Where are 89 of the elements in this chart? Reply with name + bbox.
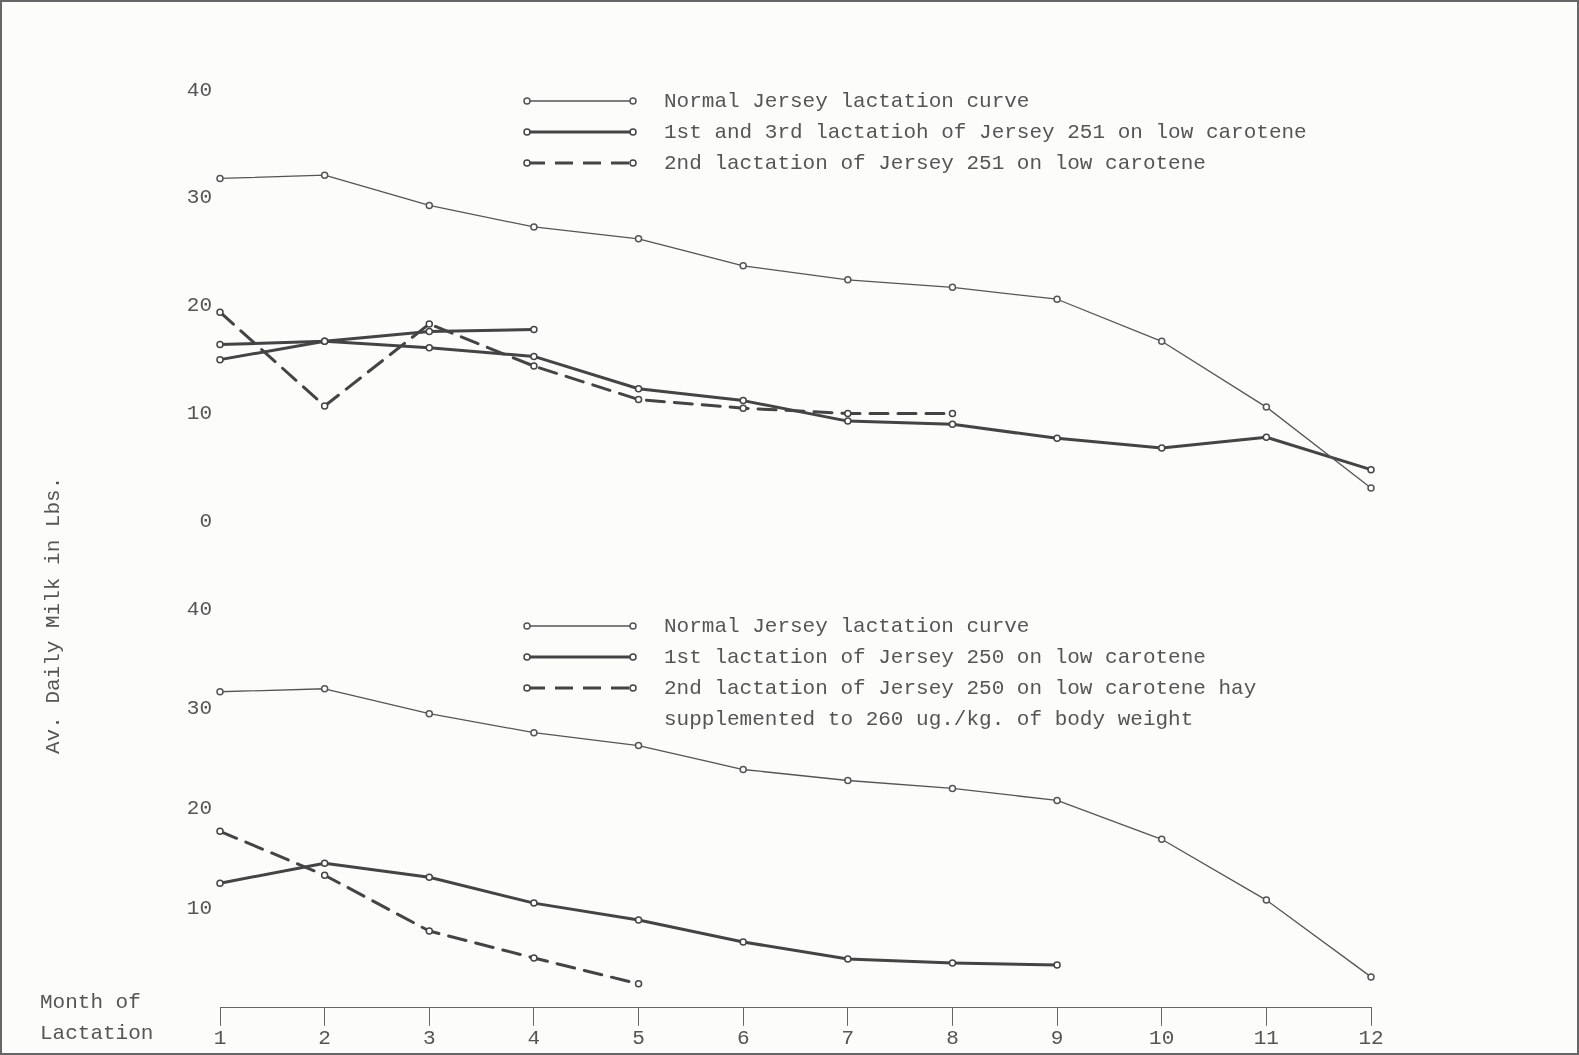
point — [1053, 796, 1061, 805]
x-axis-title: Month of Lactation — [40, 990, 155, 1047]
point — [1367, 484, 1375, 492]
point — [948, 784, 957, 793]
x-tick-label: 6 — [736, 1026, 750, 1050]
point — [216, 174, 224, 183]
point — [948, 283, 957, 292]
point — [530, 325, 538, 334]
point — [320, 859, 329, 867]
legend-label: 2nd lactation of Jersey 250 on low carotene hay supplemented to 260 ug./kg. of body weight — [664, 676, 1258, 733]
y-tick-label: 30 — [186, 186, 212, 210]
point — [1053, 434, 1061, 443]
x-tick-label: 11 — [1253, 1026, 1279, 1050]
point — [634, 395, 643, 404]
point — [1157, 444, 1166, 452]
y-tick-label: 40 — [186, 78, 212, 102]
point — [1262, 403, 1271, 411]
point — [530, 223, 538, 231]
x-tick-label: 10 — [1149, 1026, 1175, 1050]
point — [1157, 835, 1166, 844]
y-tick-label: 20 — [186, 294, 212, 318]
point — [739, 404, 747, 412]
point — [739, 396, 747, 405]
point — [948, 959, 957, 967]
point — [425, 927, 434, 935]
point — [216, 827, 224, 836]
legend-label: Normal Jersey lactation curve — [664, 614, 1030, 640]
point — [320, 402, 329, 410]
x-tick-label: 8 — [946, 1026, 959, 1050]
x-tick-label: 1 — [213, 1026, 227, 1050]
point — [425, 873, 434, 881]
legend-label: 1st and 3rd lactatioh of Jersey 251 on low carotene — [664, 120, 1307, 146]
point — [425, 344, 434, 352]
point — [320, 171, 329, 179]
y-tick-label: 30 — [186, 697, 212, 721]
y-tick-label: 10 — [186, 896, 212, 920]
point — [844, 276, 852, 284]
point — [739, 938, 747, 946]
point — [948, 420, 957, 429]
y-axis-title: Av. Daily Milk in Lbs. — [42, 476, 65, 754]
point — [1262, 433, 1271, 442]
point — [844, 409, 852, 418]
point — [425, 201, 434, 210]
point — [844, 417, 852, 425]
point — [530, 899, 538, 907]
point — [844, 776, 852, 785]
x-tick-label: 7 — [841, 1026, 855, 1050]
point — [216, 355, 224, 364]
point — [634, 235, 643, 243]
point — [530, 362, 538, 370]
legend-label: 1st lactation of Jersey 250 on low carotene — [664, 645, 1206, 671]
y-tick-label: 20 — [186, 796, 212, 820]
point — [216, 688, 224, 696]
y-tick-label: 40 — [186, 597, 212, 621]
point — [739, 262, 747, 270]
point — [1367, 465, 1375, 474]
x-tick-label: 12 — [1358, 1026, 1384, 1050]
y-tick-label: 10 — [186, 402, 212, 426]
point — [634, 741, 643, 750]
point — [320, 871, 329, 879]
point — [216, 340, 224, 349]
x-tick-label: 2 — [318, 1026, 331, 1050]
y-tick-label: 0 — [199, 509, 212, 533]
point — [425, 709, 434, 718]
point — [1367, 973, 1375, 981]
point — [1262, 896, 1271, 904]
point — [1053, 961, 1061, 969]
point — [634, 384, 643, 393]
point — [634, 916, 643, 924]
x-tick-label: 3 — [422, 1026, 436, 1050]
point — [739, 765, 747, 774]
point — [530, 728, 538, 737]
point — [948, 409, 957, 418]
legend-label: 2nd lactation of Jersey 251 on low carotene — [664, 151, 1206, 177]
point — [530, 954, 538, 962]
point — [425, 327, 434, 336]
point — [634, 980, 643, 988]
x-tick-label: 5 — [632, 1026, 645, 1050]
point — [320, 685, 329, 693]
point — [844, 955, 852, 963]
legend-label: Normal Jersey lactation curve — [664, 89, 1030, 115]
point — [216, 308, 224, 316]
point — [425, 320, 434, 328]
point — [216, 879, 224, 887]
point — [530, 352, 538, 361]
point — [1053, 295, 1061, 303]
point — [1157, 337, 1166, 346]
x-tick-label: 4 — [527, 1026, 541, 1050]
x-tick-label: 9 — [1050, 1026, 1064, 1050]
